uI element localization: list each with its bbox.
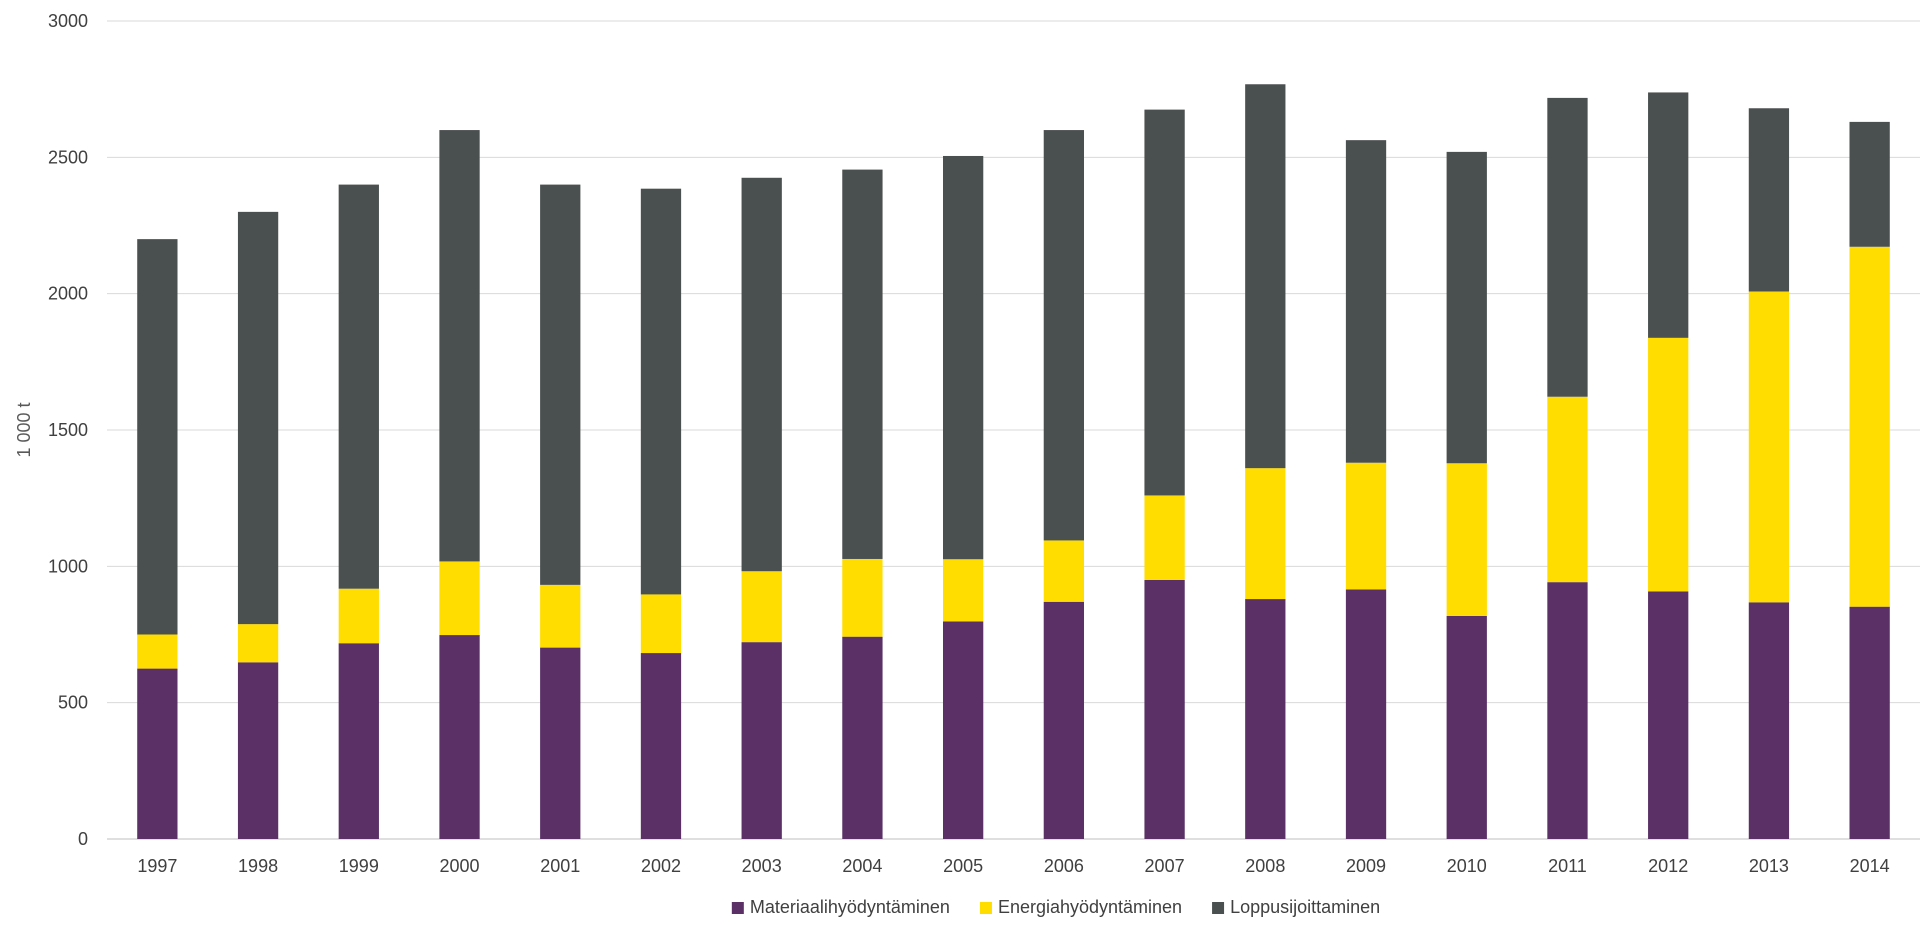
bar-segment-energy (338, 588, 379, 644)
bars (137, 84, 1890, 839)
bar-segment-energy (1446, 463, 1487, 616)
y-axis-ticks: 0 500 1000 1500 2000 2500 3000 (48, 11, 88, 849)
bar-segment-energy (237, 624, 279, 663)
x-tick-label: 1999 (339, 856, 379, 876)
legend-label: Loppusijoittaminen (1230, 897, 1380, 917)
bar-segment-material (540, 647, 581, 839)
bar-segment-energy (1648, 337, 1689, 592)
bar-segment-material (1446, 615, 1487, 839)
bar-segment-energy (1748, 291, 1790, 603)
x-tick-label: 2012 (1648, 856, 1688, 876)
y-tick-label: 1500 (48, 420, 88, 440)
x-tick-label: 2007 (1145, 856, 1185, 876)
x-tick-label: 2010 (1447, 856, 1487, 876)
x-tick-label: 2013 (1749, 856, 1789, 876)
x-tick-label: 1998 (238, 856, 278, 876)
bar-segment-disposal (942, 155, 984, 560)
legend-swatch (979, 902, 992, 914)
bar-segment-disposal (1245, 84, 1286, 469)
bar-segment-disposal (842, 169, 883, 559)
bar-segment-disposal (1345, 140, 1387, 463)
legend-label: Materiaalihyödyntäminen (750, 897, 950, 917)
bar-segment-energy (1245, 468, 1286, 600)
bar-segment-disposal (741, 177, 782, 572)
bar-segment-material (1748, 602, 1790, 839)
y-tick-label: 500 (58, 693, 88, 713)
bar-segment-energy (540, 584, 581, 648)
bar-segment-material (842, 636, 883, 839)
bar-segment-disposal (640, 188, 682, 595)
gridlines (107, 20, 1920, 840)
x-tick-label: 2011 (1548, 856, 1587, 876)
bar-segment-energy (942, 559, 984, 622)
bar-segment-disposal (1547, 97, 1588, 397)
y-tick-label: 2500 (48, 147, 88, 167)
bar-segment-material (1043, 601, 1085, 839)
x-tick-label: 2005 (943, 856, 983, 876)
bar-segment-disposal (1043, 130, 1085, 541)
bar-segment-disposal (1144, 109, 1185, 496)
legend-swatch (731, 902, 744, 914)
bar-segment-disposal (338, 184, 379, 589)
bar-segment-energy (137, 634, 178, 669)
bar-segment-disposal (237, 211, 279, 625)
bar-segment-energy (1849, 246, 1890, 607)
bar-segment-material (640, 653, 682, 839)
bar-segment-energy (640, 594, 682, 654)
x-axis-ticks: 1997 1998 1999 2000 2001 2002 2003 2004 2005 2006… (137, 856, 1889, 876)
legend-swatch (1212, 902, 1225, 914)
legend: Materiaalihyödyntäminen Energiahyödyntämi… (731, 897, 1380, 917)
x-tick-label: 2000 (440, 856, 480, 876)
bar-segment-material (439, 635, 480, 839)
bar-segment-material (338, 643, 379, 839)
x-tick-label: 2001 (540, 856, 580, 876)
y-axis-label: 1 000 t (14, 402, 34, 457)
bar-segment-energy (842, 558, 883, 637)
bar-segment-material (741, 642, 782, 839)
bar-segment-disposal (1446, 151, 1487, 464)
bar-segment-material (1144, 579, 1185, 839)
bar-segment-material (1345, 589, 1387, 839)
x-tick-label: 2002 (641, 856, 681, 876)
x-tick-label: 1997 (137, 856, 177, 876)
bar-segment-disposal (540, 184, 581, 585)
legend-item: Materiaalihyödyntäminen (731, 897, 950, 917)
bar-segment-energy (1547, 396, 1588, 583)
bar-segment-disposal (439, 130, 480, 562)
bar-segment-disposal (1849, 121, 1890, 247)
bar-segment-material (1648, 591, 1689, 839)
y-tick-label: 1000 (48, 556, 88, 576)
legend-item: Energiahyödyntäminen (979, 897, 1182, 917)
bar-segment-material (1849, 606, 1890, 839)
bar-segment-energy (741, 571, 782, 643)
x-tick-label: 2014 (1850, 856, 1890, 876)
bar-segment-material (237, 662, 279, 839)
bar-segment-material (942, 621, 984, 839)
x-tick-label: 2004 (842, 856, 882, 876)
bar-segment-material (1547, 582, 1588, 839)
x-tick-label: 2006 (1044, 856, 1084, 876)
bar-segment-energy (1144, 495, 1185, 580)
bar-segment-energy (439, 561, 480, 636)
bar-segment-energy (1043, 540, 1085, 602)
legend-label: Energiahyödyntäminen (998, 897, 1182, 917)
y-tick-label: 3000 (48, 11, 88, 31)
bar-segment-material (137, 668, 178, 839)
y-tick-label: 0 (78, 829, 88, 849)
x-tick-label: 2008 (1245, 856, 1285, 876)
x-tick-label: 2003 (742, 856, 782, 876)
x-tick-label: 2009 (1346, 856, 1386, 876)
bar-segment-energy (1345, 462, 1387, 590)
bar-segment-disposal (1648, 92, 1689, 338)
bar-segment-material (1245, 599, 1286, 839)
y-tick-label: 2000 (48, 284, 88, 304)
bar-segment-disposal (1748, 108, 1790, 292)
legend-item: Loppusijoittaminen (1212, 897, 1380, 917)
bar-segment-disposal (137, 239, 178, 635)
